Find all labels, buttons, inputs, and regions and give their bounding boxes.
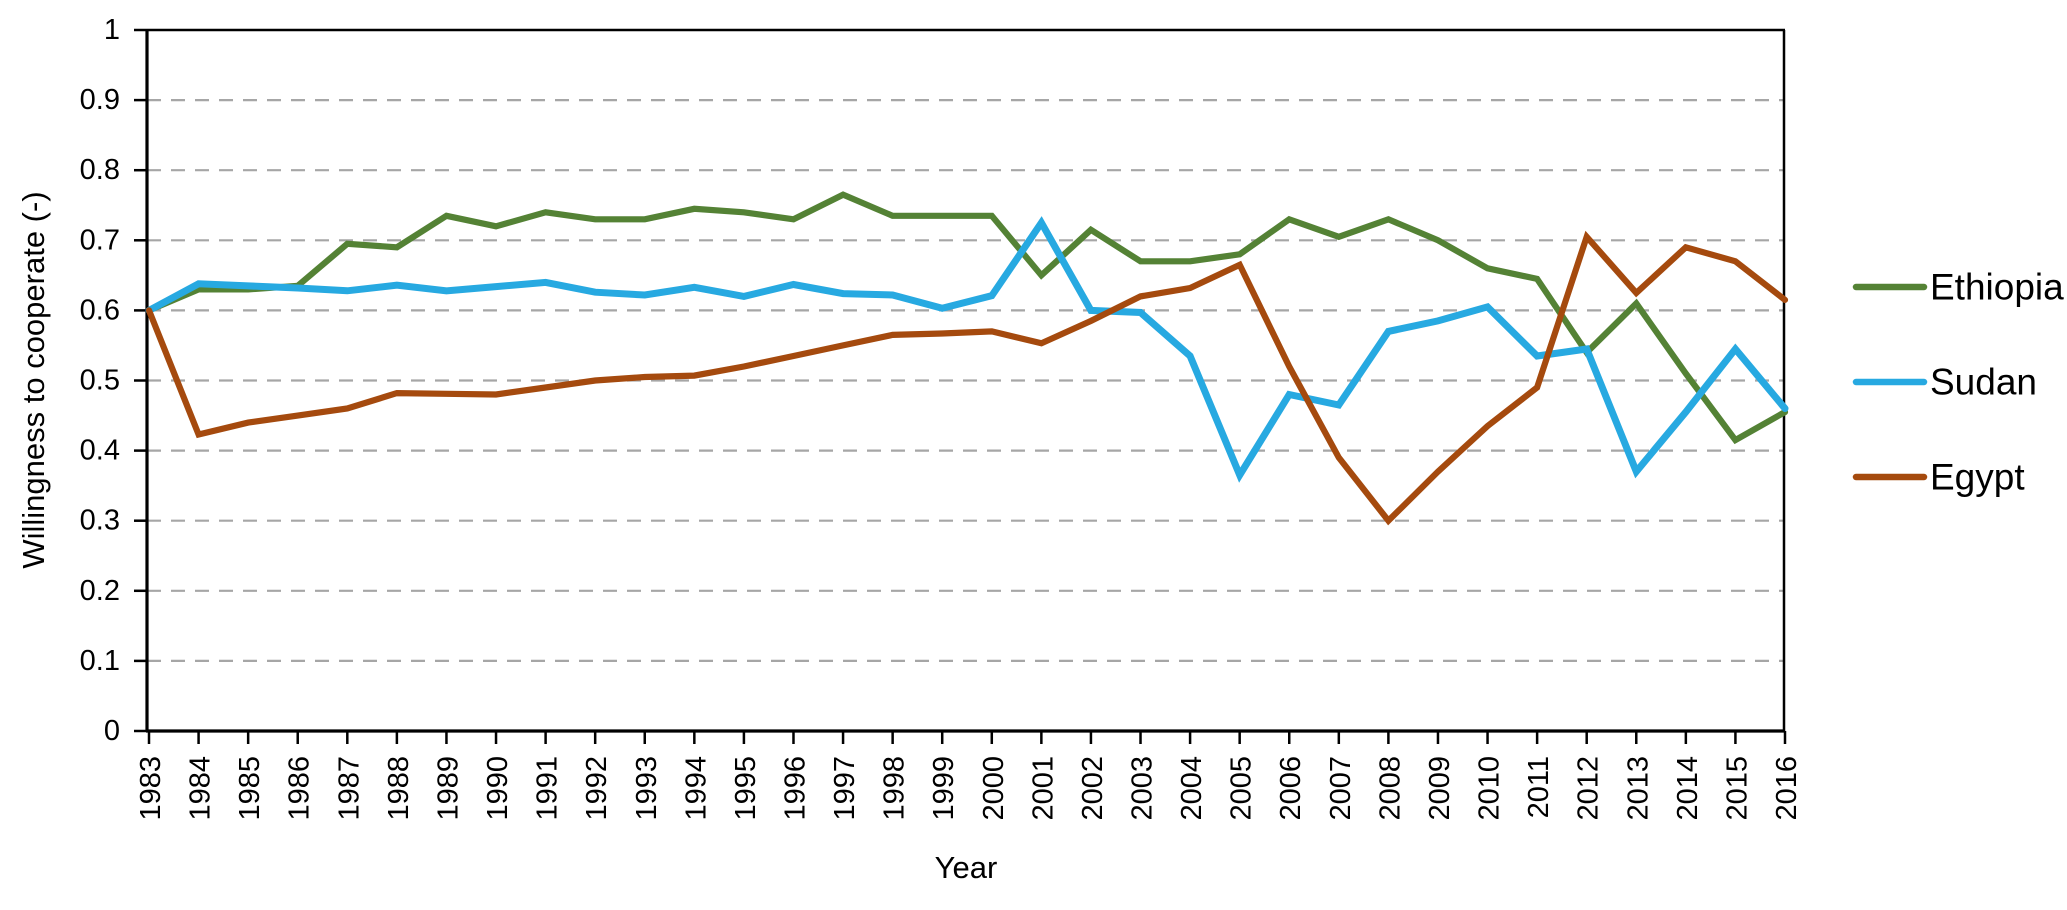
series-line-sudan <box>145 216 1789 483</box>
x-tick-label: 2007 <box>1325 756 1357 821</box>
x-tick-label: 2015 <box>1721 756 1753 821</box>
x-tick-label: 1991 <box>532 756 564 821</box>
x-tick-label: 2016 <box>1771 756 1803 821</box>
y-tick-label: 0.4 <box>80 435 120 467</box>
y-tick-label: 0.3 <box>80 505 120 537</box>
x-tick-label: 1990 <box>482 756 514 821</box>
x-tick-label: 2008 <box>1374 756 1406 821</box>
x-tick-label: 1987 <box>333 756 365 821</box>
series-line-ethiopia <box>145 191 1789 445</box>
x-tick-label: 1993 <box>631 756 663 821</box>
x-tick-label: 2004 <box>1176 756 1208 821</box>
legend-label-sudan: Sudan <box>1930 362 2037 403</box>
x-tick-label: 1986 <box>284 756 316 821</box>
legend-label-ethiopia: Ethiopia <box>1930 267 2064 308</box>
y-tick-label: 0.2 <box>80 575 120 607</box>
x-tick-label: 1995 <box>730 756 762 821</box>
y-tick-label: 0 <box>104 715 120 747</box>
x-tick-label: 1994 <box>680 756 712 821</box>
series-line-egypt <box>145 230 1789 526</box>
x-tick-label: 1997 <box>829 756 861 821</box>
x-tick-label: 1999 <box>928 756 960 821</box>
x-tick-label: 1985 <box>234 756 266 821</box>
x-tick-label: 2009 <box>1424 756 1456 821</box>
x-tick-label: 1989 <box>432 756 464 821</box>
x-axis-title: Year <box>935 850 998 885</box>
x-tick-label: 1984 <box>185 756 217 821</box>
x-tick-label: 2001 <box>1027 756 1059 821</box>
y-tick-label: 0.9 <box>80 84 120 116</box>
y-tick-label: 0.6 <box>80 294 120 326</box>
x-tick-label: 2005 <box>1226 756 1258 821</box>
x-tick-label: 2002 <box>1077 756 1109 821</box>
y-tick-label: 0.5 <box>80 365 120 397</box>
x-tick-label: 2014 <box>1672 756 1704 821</box>
x-tick-label: 2012 <box>1573 756 1605 821</box>
x-tick-label: 1996 <box>779 756 811 821</box>
legend-label-egypt: Egypt <box>1930 457 2025 498</box>
x-tick-label: 1983 <box>135 756 167 821</box>
x-tick-label: 1998 <box>879 756 911 821</box>
y-tick-label: 0.7 <box>80 224 120 256</box>
x-tick-label: 2010 <box>1474 756 1506 821</box>
x-tick-label: 2000 <box>978 756 1010 821</box>
y-tick-label: 0.8 <box>80 154 120 186</box>
y-axis-title: Willingness to cooperate (-) <box>16 191 51 568</box>
y-tick-label: 1 <box>104 14 120 46</box>
x-tick-label: 1992 <box>581 756 613 821</box>
x-tick-label: 2013 <box>1622 756 1654 821</box>
x-tick-label: 2011 <box>1523 756 1555 818</box>
y-tick-label: 0.1 <box>80 645 120 677</box>
x-tick-label: 1988 <box>383 756 415 821</box>
x-tick-label: 2006 <box>1275 756 1307 821</box>
x-tick-label: 2003 <box>1127 756 1159 821</box>
